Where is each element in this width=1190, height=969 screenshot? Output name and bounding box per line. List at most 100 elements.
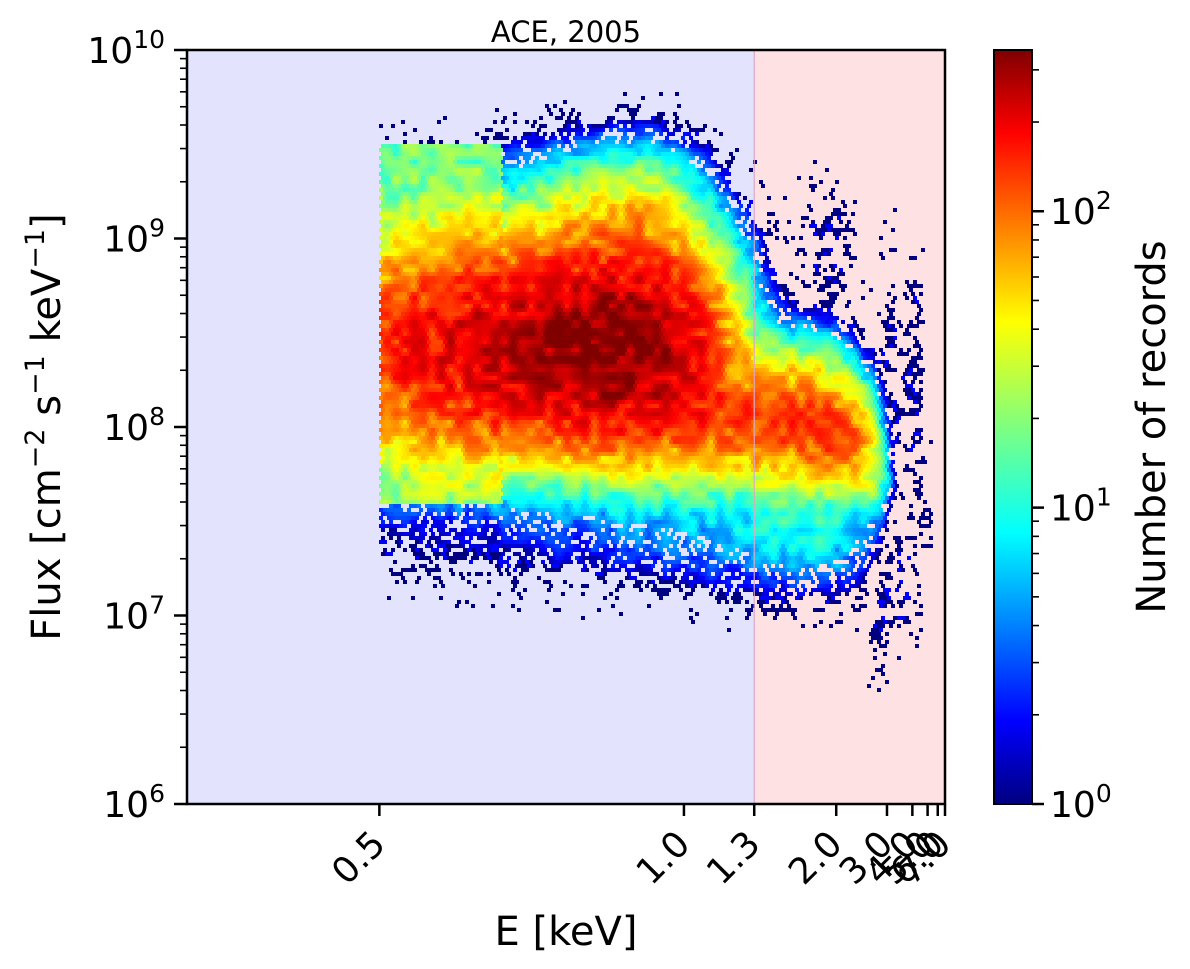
hexbin-cell	[391, 212, 395, 216]
hexbin-cell	[683, 220, 687, 224]
hexbin-cell	[569, 120, 573, 124]
hexbin-cell	[739, 204, 743, 208]
hexbin-cell	[533, 256, 537, 260]
hexbin-cell	[763, 308, 767, 312]
hexbin-cell	[581, 240, 585, 244]
hexbin-cell	[459, 228, 463, 232]
hexbin-cell	[405, 216, 409, 220]
hexbin-cell	[755, 300, 759, 304]
hexbin-cell	[577, 288, 581, 292]
hexbin-cell	[441, 304, 445, 308]
hexbin-cell	[757, 264, 761, 268]
hexbin-cell	[563, 276, 567, 280]
hexbin-cell	[609, 248, 613, 252]
hexbin-cell	[691, 212, 695, 216]
hexbin-cell	[569, 232, 573, 236]
hexbin-cell	[475, 252, 479, 256]
hexbin-cell	[511, 212, 515, 216]
hexbin-cell	[555, 332, 559, 336]
hexbin-cell	[659, 92, 663, 96]
hexbin-cell	[411, 212, 415, 216]
hexbin-cell	[499, 332, 503, 336]
hexbin-cell	[581, 288, 585, 292]
hexbin-cell	[425, 256, 429, 260]
hexbin-cell	[467, 220, 471, 224]
hexbin-cell	[507, 236, 511, 240]
hexbin-cell	[699, 180, 703, 184]
hexbin-cell	[479, 332, 483, 336]
hexbin-cell	[541, 136, 545, 140]
hexbin-cell	[497, 152, 501, 156]
hexbin-cell	[591, 316, 595, 320]
hexbin-cell	[723, 292, 727, 296]
hexbin-cell	[693, 296, 697, 300]
hexbin-cell	[457, 280, 461, 284]
hexbin-cell	[391, 236, 395, 240]
hexbin-cell	[737, 248, 741, 252]
hexbin-cell	[821, 320, 825, 324]
hexbin-cell	[619, 276, 623, 280]
hexbin-cell	[559, 212, 563, 216]
hexbin-cell	[675, 164, 679, 168]
hexbin-cell	[691, 252, 695, 256]
hexbin-cell	[563, 332, 567, 336]
hexbin-cell	[493, 232, 497, 236]
hexbin-cell	[513, 320, 517, 324]
hexbin-cell	[495, 260, 499, 264]
hexbin-cell	[599, 196, 603, 200]
hexbin-cell	[467, 300, 471, 304]
hexbin-cell	[655, 148, 659, 152]
hexbin-cell	[675, 244, 679, 248]
hexbin-cell	[661, 200, 665, 204]
hexbin-cell	[551, 276, 555, 280]
hexbin-cell	[751, 292, 755, 296]
hexbin-cell	[483, 236, 487, 240]
hexbin-cell	[449, 256, 453, 260]
hexbin-cell	[565, 312, 569, 316]
hexbin-cell	[667, 276, 671, 280]
hexbin-cell	[571, 324, 575, 328]
hexbin-cell	[499, 252, 503, 256]
hexbin-cell	[651, 292, 655, 296]
hexbin-cell	[475, 180, 479, 184]
hexbin-cell	[637, 248, 641, 252]
hexbin-cell	[703, 284, 707, 288]
hexbin-cell	[651, 188, 655, 192]
hexbin-cell	[465, 304, 469, 308]
hexbin-cell	[851, 212, 855, 216]
hexbin-cell	[839, 220, 843, 224]
hexbin-cell	[445, 328, 449, 332]
hexbin-cell	[383, 212, 387, 216]
hexbin-cell	[437, 248, 441, 252]
hexbin-cell	[581, 144, 585, 148]
hexbin-cell	[465, 280, 469, 284]
hexbin-cell	[475, 188, 479, 192]
hexbin-cell	[719, 228, 723, 232]
hexbin-cell	[619, 220, 623, 224]
hexbin-cell	[599, 300, 603, 304]
hexbin-cell	[391, 196, 395, 200]
hexbin-cell	[471, 220, 475, 224]
hexbin-cell	[387, 284, 391, 288]
hexbin-cell	[603, 244, 607, 248]
hexbin-cell	[469, 152, 473, 156]
hexbin-cell	[561, 152, 565, 156]
hexbin-cell	[829, 216, 833, 220]
hexbin-cell	[625, 184, 629, 188]
hexbin-cell	[679, 188, 683, 192]
hexbin-cell	[401, 232, 405, 236]
hexbin-cell	[493, 144, 497, 148]
hexbin-cell	[577, 200, 581, 204]
hexbin-cell	[697, 224, 701, 228]
hexbin-cell	[473, 160, 477, 164]
hexbin-cell	[619, 140, 623, 144]
hexbin-cell	[463, 308, 467, 312]
hexbin-cell	[489, 208, 493, 212]
hexbin-cell	[559, 260, 563, 264]
hexbin-cell	[587, 268, 591, 272]
hexbin-cell	[633, 160, 637, 164]
hexbin-cell	[507, 220, 511, 224]
hexbin-cell	[719, 196, 723, 200]
hexbin-cell	[697, 232, 701, 236]
hexbin-cell	[447, 148, 451, 152]
